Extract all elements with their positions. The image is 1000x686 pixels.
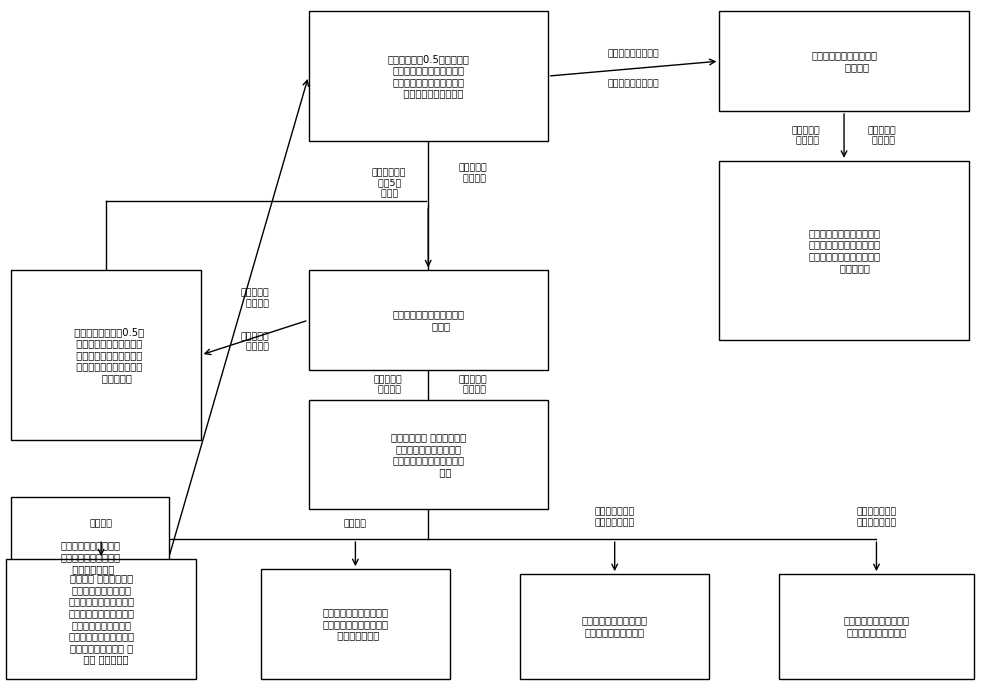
Text: 计量次数大于基
准测量次数很多: 计量次数大于基 准测量次数很多 (595, 508, 635, 527)
Bar (11, 270, 201, 440)
Text: 关闭注入阀及抽取阀，评估
装置记录一次计量次数，累
计并刷新余量数据，继续等
       待添加请求: 关闭注入阀及抽取阀，评估 装置记录一次计量次数，累 计并刷新余量数据，继续等 待… (808, 228, 880, 273)
Bar (520, 574, 709, 678)
Bar (779, 574, 974, 678)
Text: 误差较大: 误差较大 (344, 520, 367, 529)
Text: 计量次数小于基
准测量次数很多: 计量次数小于基 准测量次数很多 (856, 508, 897, 527)
Text: 高液位探测头有信号: 高液位探测头有信号 (608, 49, 660, 59)
Text: 低液位探测
 头无信号: 低液位探测 头无信号 (868, 126, 896, 145)
Bar (261, 569, 450, 678)
Bar (6, 559, 196, 678)
Bar (309, 400, 548, 509)
Text: 给出溶剂盒已空、耗材添
加回路堵塞的警示提醒: 给出溶剂盒已空、耗材添 加回路堵塞的警示提醒 (582, 615, 648, 637)
Text: 高液位探测头
 持续5秒
 无信号: 高液位探测头 持续5秒 无信号 (371, 168, 406, 198)
Text: 误差较小: 误差较小 (90, 520, 113, 529)
Text: 关闭溶剂阀，开启注入阀及
        抽取阀: 关闭溶剂阀，开启注入阀及 抽取阀 (392, 309, 464, 331)
Text: 高液位探测
  头无信号: 高液位探测 头无信号 (240, 289, 269, 308)
Text: 评估装置接收到溶剂添
加请求，立即读取当前
  墨水盒余量数据: 评估装置接收到溶剂添 加请求，立即读取当前 墨水盒余量数据 (60, 541, 120, 573)
Text: 低液位探测
 头无信号: 低液位探测 头无信号 (459, 375, 487, 394)
Text: 给出溶剂盒已空、耗材添
加回路泄漏的警示提醒: 给出溶剂盒已空、耗材添 加回路泄漏的警示提醒 (843, 615, 909, 637)
Text: 高液位探测
 头无信号: 高液位探测 头无信号 (374, 375, 403, 394)
Bar (309, 12, 548, 141)
Bar (11, 497, 169, 617)
Text: 给出溶剂盒中溶剂已用尽
的警报，舍弃本盒溶剂盒
  的计量次数数据: 给出溶剂盒中溶剂已用尽 的警报，舍弃本盒溶剂盒 的计量次数数据 (322, 607, 388, 641)
Text: 开启导电电磁阀，0.5秒
  后关闭导电阀，然后开启
  溶剂阀，读取液位传感器
  的高液位探测头及低液位
       探测头信号: 开启导电电磁阀，0.5秒 后关闭导电阀，然后开启 溶剂阀，读取液位传感器 的高液… (68, 327, 144, 383)
Text: 低液位探测
  头无信号: 低液位探测 头无信号 (240, 332, 269, 352)
Text: 低液位探测头有信号: 低液位探测头有信号 (608, 80, 660, 88)
Text: 低液位探测
 头有信号: 低液位探测 头有信号 (459, 163, 487, 183)
Text: 高液位探测
 头无信号: 高液位探测 头无信号 (792, 126, 821, 145)
Bar (719, 161, 969, 340)
Text: 关闭溶剂阀，开启注入阀
        及抽取阀: 关闭溶剂阀，开启注入阀 及抽取阀 (811, 50, 877, 72)
Bar (309, 270, 548, 370)
Text: 初步判别溶剂 盒中溶剂已用
尽，记录溶剂实际计量次
数，并与此前的统计平均值
           比对: 初步判别溶剂 盒中溶剂已用 尽，记录溶剂实际计量次 数，并与此前的统计平均值 比… (391, 432, 466, 477)
Text: 开启导电阀，0.5秒后关闭导
电阀，然后开启溶剂阀，读
取液位传感器的高液位探测
   头及低液位探测头信号: 开启导电阀，0.5秒后关闭导 电阀，然后开启溶剂阀，读 取液位传感器的高液位探测… (387, 54, 469, 99)
Bar (719, 12, 969, 111)
Text: 给出溶剂 盒中溶剂已用
尽的警报，将溶剂盒的
实际计量次数与此前的统
计平均值进行再次加权平
均，得到新的统计平均
值，并以此新的统计平均
值作为下一个溶剂盒 : 给出溶剂 盒中溶剂已用 尽的警报，将溶剂盒的 实际计量次数与此前的统 计平均值进… (68, 573, 134, 665)
